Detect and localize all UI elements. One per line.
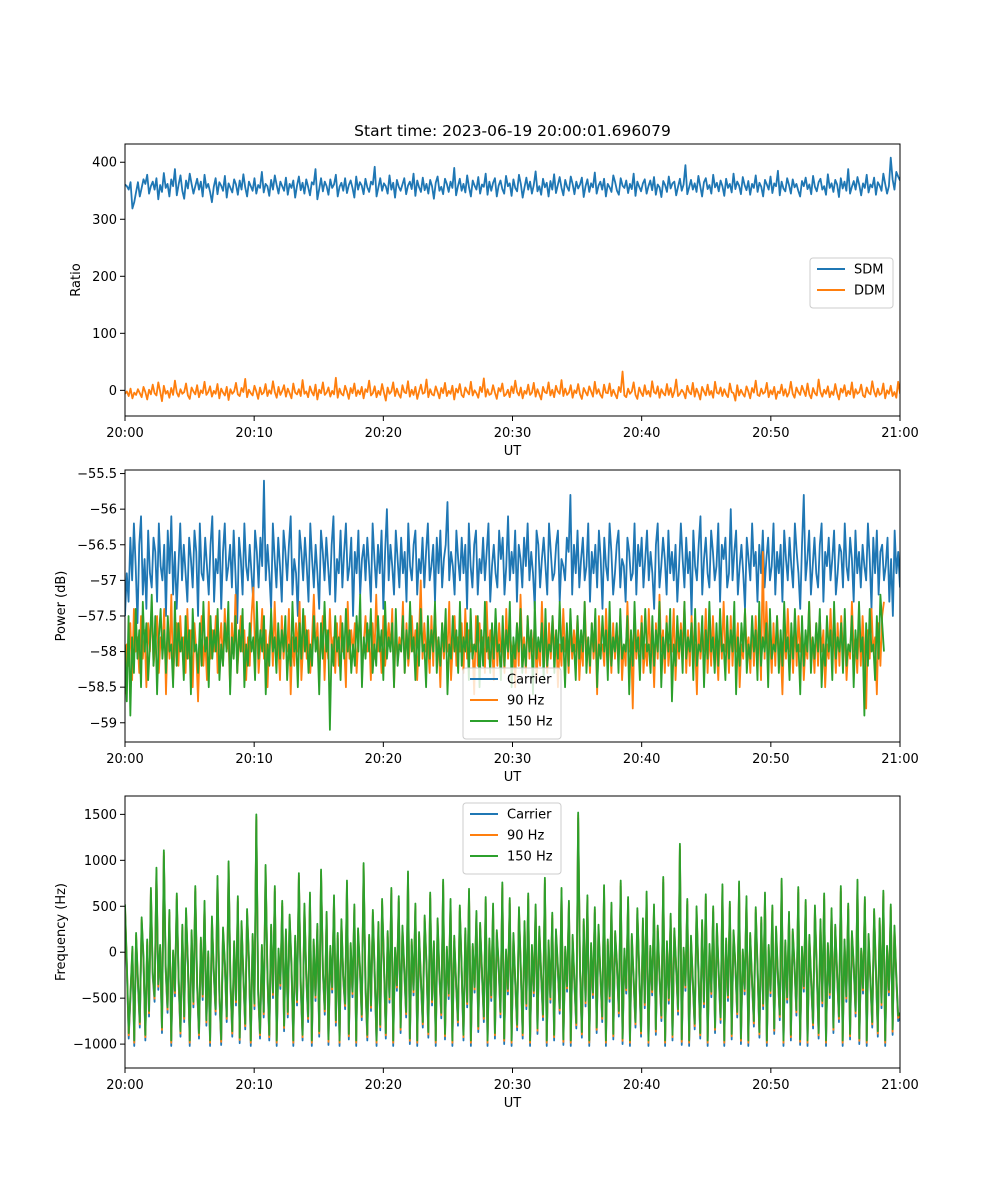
legend-label: Carrier [507, 673, 552, 688]
y-axis-label: Ratio [69, 263, 84, 296]
x-tick-label: 20:10 [235, 752, 272, 767]
x-tick-label: 20:20 [365, 1078, 402, 1093]
y-tick-label: −500 [81, 992, 117, 1007]
x-tick-label: 21:00 [881, 752, 918, 767]
y-tick-label: 200 [92, 270, 117, 285]
y-tick-label: −57.5 [77, 609, 117, 624]
chart-panel-1: 20:00 20:10 20:20 20:30 20:40 20:50 21:00 UT 0 10… [69, 143, 919, 459]
legend-label: Carrier [507, 808, 552, 823]
legend: SDM DDM [809, 257, 894, 309]
y-tick-label: 0 [109, 384, 117, 399]
panels: 20:00 20:10 20:20 20:30 20:40 20:50 21:00 UT 0 10… [54, 143, 919, 1111]
series-line-carrier [125, 479, 900, 624]
x-tick-label: 20:00 [106, 426, 143, 441]
legend-label: SDM [854, 263, 883, 278]
legend: Carrier 90 Hz 150 Hz [462, 802, 562, 875]
x-tick-label: 20:20 [365, 426, 402, 441]
y-tick-label: −55.5 [77, 467, 117, 482]
y-tick-label: 400 [92, 156, 117, 171]
x-axis-label: UT [504, 770, 522, 785]
series-line-ddm [125, 370, 900, 403]
x-tick-label: 21:00 [881, 426, 918, 441]
series-line-150-hz [125, 811, 900, 1042]
chart-panel-2: 20:00 20:10 20:20 20:30 20:40 20:50 21:00 UT −59… [54, 467, 919, 785]
y-tick-label: −58.5 [77, 681, 117, 696]
x-axis-label: UT [504, 444, 522, 459]
y-tick-label: 100 [92, 327, 117, 342]
x-tick-label: 20:50 [752, 752, 789, 767]
y-tick-label: 1000 [84, 854, 117, 869]
x-tick-label: 20:50 [752, 426, 789, 441]
y-tick-label: −56.5 [77, 538, 117, 553]
x-tick-label: 20:50 [752, 1078, 789, 1093]
x-tick-label: 20:10 [235, 1078, 272, 1093]
legend: Carrier 90 Hz 150 Hz [462, 667, 562, 740]
legend-label: 150 Hz [507, 850, 553, 865]
x-tick-label: 20:00 [106, 752, 143, 767]
y-tick-label: 500 [92, 900, 117, 915]
y-tick-label: −56 [90, 503, 117, 518]
legend-label: DDM [854, 284, 885, 299]
x-tick-label: 20:10 [235, 426, 272, 441]
y-tick-label: −57 [90, 574, 117, 589]
x-tick-label: 20:20 [365, 752, 402, 767]
x-tick-label: 20:30 [494, 1078, 531, 1093]
y-tick-label: −1000 [73, 1038, 117, 1053]
x-tick-label: 20:40 [623, 1078, 660, 1093]
y-tick-label: 300 [92, 213, 117, 228]
y-axis-label: Frequency (Hz) [54, 883, 69, 981]
x-tick-label: 21:00 [881, 1078, 918, 1093]
series-line-150-hz [125, 593, 885, 731]
legend-label: 90 Hz [507, 829, 544, 844]
x-tick-label: 20:30 [494, 752, 531, 767]
figure-title: Start time: 2023-06-19 20:00:01.696079 [354, 122, 671, 140]
chart-panel-3: 20:00 20:10 20:20 20:30 20:40 20:50 21:00 UT −10… [54, 795, 919, 1111]
x-axis-label: UT [504, 1096, 522, 1111]
x-tick-label: 20:00 [106, 1078, 143, 1093]
legend-box [809, 257, 894, 309]
y-tick-label: −58 [90, 645, 117, 660]
x-tick-label: 20:40 [623, 752, 660, 767]
x-tick-label: 20:30 [494, 426, 531, 441]
x-tick-label: 20:40 [623, 426, 660, 441]
y-tick-label: −59 [90, 716, 117, 731]
y-axis-label: Power (dB) [54, 571, 69, 642]
legend-label: 150 Hz [507, 715, 553, 730]
series-line-sdm [125, 156, 900, 210]
y-tick-label: 0 [109, 946, 117, 961]
y-tick-label: 1500 [84, 808, 117, 823]
legend-label: 90 Hz [507, 694, 544, 709]
